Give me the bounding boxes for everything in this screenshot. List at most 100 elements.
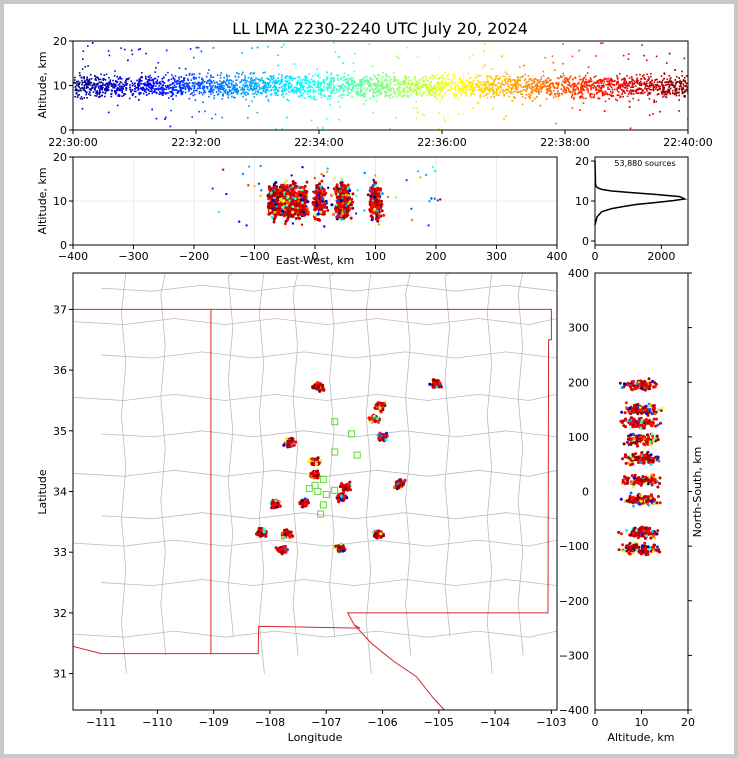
source-point [628,81,631,83]
source-point [560,88,563,91]
source-point [675,92,677,95]
source-point [618,73,621,75]
source-point [343,79,345,82]
source-point [655,55,658,58]
source-point [115,85,117,88]
source-point [510,87,513,90]
source-point [284,179,288,183]
source-point [79,88,81,91]
source-point [500,86,502,89]
source-point [306,200,310,204]
source-point [511,84,513,86]
source-point [159,81,161,83]
source-point [547,81,549,84]
source-point [521,103,524,106]
source-point [109,79,112,81]
source-point [275,188,279,192]
source-point [204,91,206,94]
x-tick-label: 22:36:00 [417,136,466,149]
source-point [98,85,100,88]
source-point [85,84,87,86]
source-point [479,81,481,83]
source-point [590,85,592,87]
source-point [250,77,253,80]
source-point [549,94,551,96]
source-point [238,86,241,88]
source-point [210,88,212,90]
source-point [351,79,353,82]
source-point [655,85,657,87]
source-point [579,109,581,111]
source-point [492,107,494,110]
source-point [91,86,94,89]
source-point [662,87,664,89]
source-point [191,116,193,118]
source-point [83,88,85,90]
source-point [242,95,244,98]
source-point [585,83,588,86]
source-point [267,84,269,87]
source-point [389,84,391,86]
source-point [486,77,488,80]
source-point [256,46,259,49]
source-point [154,88,156,91]
source-point [566,86,568,89]
source-point [236,93,239,95]
source-point [278,86,281,89]
source-point [84,89,86,92]
source-point [357,91,359,93]
source-point [289,82,292,85]
source-point [215,91,218,93]
source-point [372,78,374,81]
source-point [269,80,271,83]
source-point [138,93,141,96]
source-point [512,84,514,87]
source-point [215,87,218,89]
source-point [548,88,551,90]
source-point [625,85,627,87]
source-point [355,84,358,86]
source-point [147,80,150,82]
source-point [402,80,405,82]
source-point [495,91,497,94]
source-point [528,78,531,80]
source-point [653,81,656,84]
source-point [113,75,116,77]
source-point [430,84,433,86]
source-point [669,78,671,80]
source-point [636,81,638,83]
source-point [621,93,623,95]
source-point [73,79,76,81]
source-point [670,82,672,84]
source-point [648,91,650,94]
source-point [232,87,234,90]
source-point [664,95,667,98]
source-point [87,81,90,83]
source-point [108,76,110,79]
source-point [588,79,590,82]
source-point [86,97,88,99]
source-point [511,100,514,102]
source-point [435,78,438,80]
source-point [608,80,611,82]
source-point [289,86,292,89]
source-point [233,90,236,92]
source-point [607,88,609,90]
source-point [663,87,665,90]
source-point [601,80,603,83]
source-point [152,79,154,82]
source-point [219,91,222,93]
source-point [180,76,183,78]
source-point [678,99,680,101]
source-point [585,86,588,89]
source-point [486,88,488,91]
source-point [564,81,567,83]
source-point [685,88,688,90]
source-point [353,84,355,86]
source-point [628,100,631,103]
source-point [557,93,559,95]
source-point [155,67,157,69]
source-point [524,86,527,88]
source-point [381,81,383,84]
source-point [344,85,347,88]
